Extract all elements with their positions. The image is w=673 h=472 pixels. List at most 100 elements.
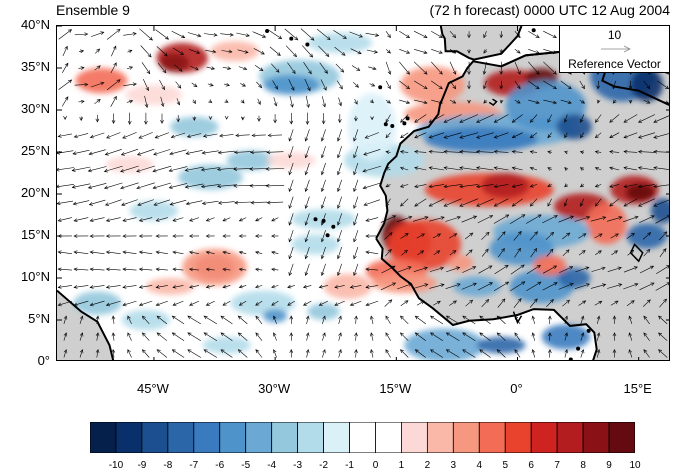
wind-vector-arrow	[565, 350, 568, 358]
wind-vector-arrow	[206, 285, 214, 288]
wind-vector-arrow	[253, 32, 266, 38]
wind-vector-arrow	[173, 235, 183, 238]
wind-vector-arrow	[338, 114, 341, 122]
wind-vector-arrow	[123, 32, 136, 35]
wind-vector-arrow	[272, 218, 279, 221]
colorbar-box	[583, 422, 609, 453]
wind-vector-arrow	[339, 350, 342, 358]
wind-vector-arrow	[256, 285, 263, 288]
wind-vector-arrow	[548, 350, 551, 358]
wind-vector-arrow	[532, 316, 535, 324]
wind-vector-arrow	[337, 230, 341, 242]
wind-vector-arrow	[272, 268, 279, 271]
colorbar-box	[557, 422, 583, 453]
wind-vector-arrow	[63, 46, 68, 56]
wind-vector-arrow	[58, 251, 72, 254]
wind-vector-arrow	[107, 29, 120, 39]
wind-vector-arrow	[289, 180, 293, 192]
colorbar-box	[272, 422, 298, 453]
wind-vector-arrow	[366, 301, 378, 306]
wind-vector-arrow	[515, 350, 520, 358]
wind-vector-arrow	[202, 151, 219, 155]
wind-vector-arrow	[156, 235, 168, 238]
wind-vector-arrow	[288, 285, 295, 288]
wind-vector-arrow	[234, 184, 252, 187]
wind-vector-arrow	[399, 31, 409, 37]
wind-vector-arrow	[157, 333, 167, 341]
wind-vector-arrow	[74, 133, 88, 137]
wind-vector-arrow	[252, 134, 266, 137]
wind-vector-arrow	[223, 301, 230, 305]
wind-vector-arrow	[239, 251, 246, 254]
wind-vector-arrow	[74, 268, 88, 271]
wind-vector-arrow	[401, 333, 409, 341]
wind-vector-arrow	[289, 264, 293, 276]
wind-vector-arrow	[90, 218, 104, 222]
colorbar-box	[220, 422, 246, 453]
wind-vector-arrow	[431, 31, 442, 37]
wind-vector-arrow	[121, 183, 139, 189]
wind-vector-arrow	[322, 113, 325, 124]
wind-vector-arrow	[188, 33, 201, 37]
anomaly-patch	[182, 249, 247, 286]
wind-vector-arrow	[111, 97, 117, 107]
wind-vector-arrow	[218, 151, 235, 154]
wind-vector-arrow	[128, 350, 132, 358]
wind-vector-arrow	[289, 247, 293, 259]
wind-vector-arrow	[139, 29, 152, 40]
wind-vector-arrow	[206, 234, 214, 237]
wind-vector-arrow	[122, 149, 139, 155]
wind-vector-arrow	[385, 300, 392, 307]
wind-vector-arrow	[156, 268, 168, 271]
wind-vector-arrow	[208, 99, 212, 102]
wind-vector-arrow	[322, 350, 325, 358]
wind-vector-arrow	[90, 235, 104, 238]
colorbar-tick-label: 6	[521, 460, 541, 471]
colorbar-box	[246, 422, 272, 453]
wind-vector-arrow	[290, 333, 293, 341]
reference-vector-box: 10 Reference Vector	[559, 25, 670, 73]
island	[289, 37, 293, 41]
colorbar-box	[90, 422, 116, 453]
wind-vector-arrow	[188, 333, 201, 341]
wind-vector-arrow	[206, 218, 214, 222]
wind-vector-arrow	[354, 350, 357, 358]
anomaly-patch	[160, 54, 189, 72]
colorbar-box	[350, 422, 376, 453]
wind-vector-arrow	[239, 285, 246, 288]
lat-tick-label: 15°N	[10, 227, 50, 242]
wind-vector-arrow	[250, 184, 268, 187]
wind-vector-arrow	[353, 230, 358, 242]
wind-vector-arrow	[209, 116, 212, 119]
wind-vector-arrow	[321, 146, 326, 158]
colorbar-box	[479, 422, 505, 453]
colorbar-box	[142, 422, 168, 453]
wind-vector-arrow	[274, 114, 277, 123]
wind-vector-arrow	[153, 183, 171, 189]
colorbar-box	[194, 422, 220, 453]
wind-vector-arrow	[272, 251, 279, 254]
wind-vector-arrow	[88, 167, 106, 172]
wind-vector-arrow	[223, 218, 230, 221]
wind-vector-arrow	[532, 350, 535, 358]
wind-vector-arrow	[137, 183, 155, 189]
colorbar-tick-label: -6	[210, 460, 230, 471]
colorbar-box	[168, 422, 194, 453]
wind-vector-arrow	[144, 113, 147, 124]
anomaly-patch	[126, 85, 183, 105]
wind-vector-arrow	[186, 150, 203, 154]
wind-vector-arrow	[58, 218, 72, 222]
anomaly-patch	[453, 276, 501, 296]
wind-vector-arrow	[370, 333, 373, 341]
island	[406, 116, 410, 120]
wind-vector-arrow	[364, 200, 380, 206]
map-plot-area	[56, 25, 670, 361]
anomaly-patch	[211, 41, 259, 61]
island	[326, 233, 330, 237]
wind-vector-arrow	[305, 180, 309, 192]
wind-vector-arrow	[112, 333, 115, 341]
wind-vector-arrow	[224, 83, 229, 86]
wind-vector-arrow	[207, 67, 215, 70]
wind-vector-arrow	[268, 134, 282, 137]
wind-vector-arrow	[337, 163, 341, 175]
